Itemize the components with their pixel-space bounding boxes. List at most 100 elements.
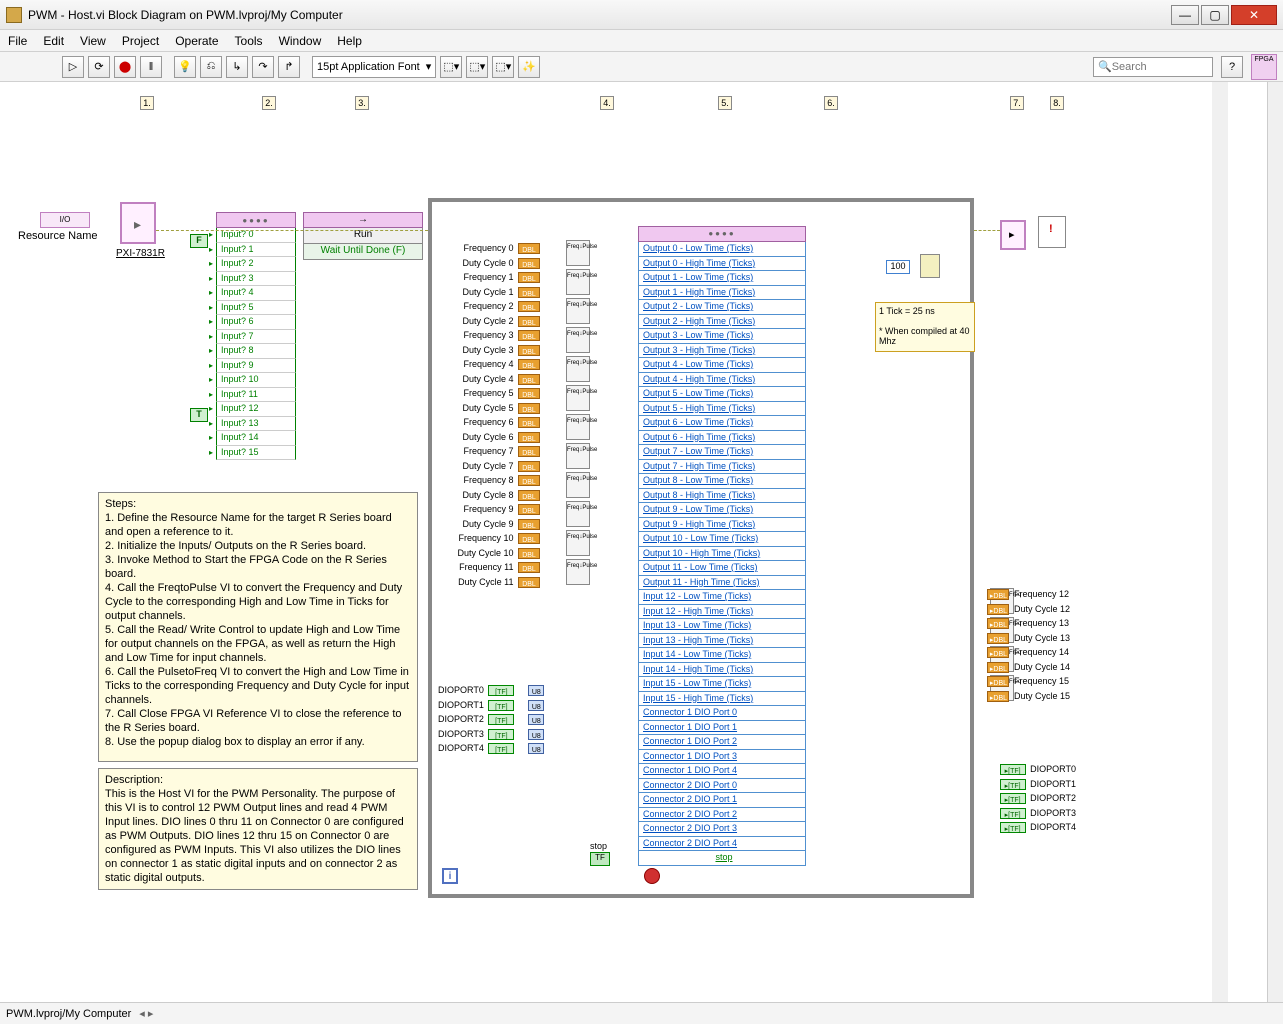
menu-project[interactable]: Project (122, 34, 159, 48)
freq-duty-control[interactable]: Frequency 0 DBL (440, 242, 540, 257)
menu-file[interactable]: File (8, 34, 27, 48)
freq-duty-indicators: ▸DBL Frequency 12▸DBL Duty Cycle 12▸DBL … (987, 588, 1070, 704)
menu-edit[interactable]: Edit (43, 34, 64, 48)
rw-control-row: Output 2 - Low Time (Ticks) (638, 300, 806, 315)
run-button[interactable]: ▷ (62, 56, 84, 78)
maximize-button[interactable]: ▢ (1201, 5, 1229, 25)
freq-duty-control[interactable]: Duty Cycle 6 DBL (440, 431, 540, 446)
close-fpga-ref-node[interactable] (1000, 220, 1026, 250)
wait-ms-constant[interactable]: 100 (886, 260, 910, 274)
open-fpga-ref-node[interactable] (120, 202, 156, 244)
freq-duty-control[interactable]: Frequency 8 DBL (440, 474, 540, 489)
error-handler-node[interactable] (1038, 216, 1066, 248)
menu-view[interactable]: View (80, 34, 106, 48)
align-button[interactable]: ⬚▾ (440, 56, 462, 78)
input-row: Input? 9 (216, 359, 296, 374)
help-button[interactable]: ? (1221, 56, 1243, 78)
stop-control[interactable]: stop TF (590, 841, 630, 866)
freq-to-pulse-vi[interactable]: Freq↓Pulse (566, 356, 590, 382)
freq-to-pulse-vi[interactable]: Freq↓Pulse (566, 385, 590, 411)
freq-duty-control[interactable]: Duty Cycle 7 DBL (440, 460, 540, 475)
block-diagram-canvas[interactable]: 1. 2. 3. 4. 5. 6. 7. 8. I/O Resource Nam… (0, 82, 1228, 1002)
freq-duty-control[interactable]: Duty Cycle 4 DBL (440, 373, 540, 388)
freq-duty-control[interactable]: Duty Cycle 1 DBL (440, 286, 540, 301)
pause-button[interactable]: ‖ (140, 56, 162, 78)
freq-to-pulse-vi[interactable]: Freq↓Pulse (566, 414, 590, 440)
freq-duty-control[interactable]: Frequency 1 DBL (440, 271, 540, 286)
freq-duty-control[interactable]: Frequency 4 DBL (440, 358, 540, 373)
freq-duty-control[interactable]: Duty Cycle 3 DBL (440, 344, 540, 359)
search-box[interactable]: 🔍 (1093, 57, 1213, 77)
close-button[interactable]: ✕ (1231, 5, 1277, 25)
menu-tools[interactable]: Tools (235, 34, 263, 48)
freq-duty-control[interactable]: Frequency 11 DBL (440, 561, 540, 576)
menu-help[interactable]: Help (337, 34, 362, 48)
freq-duty-control[interactable]: Duty Cycle 2 DBL (440, 315, 540, 330)
step-over-button[interactable]: ↷ (252, 56, 274, 78)
freq-duty-control[interactable]: Frequency 7 DBL (440, 445, 540, 460)
dioport-input[interactable]: DIOPORT3 [TF]U8 (438, 728, 544, 743)
abort-button[interactable]: ⬤ (114, 56, 136, 78)
freq-to-pulse-vi[interactable]: Freq↓Pulse (566, 327, 590, 353)
font-select[interactable]: 15pt Application Font ▾ (312, 56, 436, 78)
freq-duty-control[interactable]: Frequency 3 DBL (440, 329, 540, 344)
step-out-button[interactable]: ↱ (278, 56, 300, 78)
bool-false-constant[interactable]: F (190, 234, 208, 248)
bool-true-constant[interactable]: T (190, 408, 208, 422)
run-cont-button[interactable]: ⟳ (88, 56, 110, 78)
dioport-input[interactable]: DIOPORT4 [TF]U8 (438, 742, 544, 757)
rw-control-row: Connector 1 DIO Port 4 (638, 764, 806, 779)
rw-control-row: Output 0 - Low Time (Ticks) (638, 242, 806, 257)
highlight-button[interactable]: 💡 (174, 56, 196, 78)
freq-to-pulse-vi[interactable]: Freq↓Pulse (566, 472, 590, 498)
freq-duty-control[interactable]: Frequency 2 DBL (440, 300, 540, 315)
freq-duty-control[interactable]: Frequency 6 DBL (440, 416, 540, 431)
rw-control-row: Input 12 - Low Time (Ticks) (638, 590, 806, 605)
freq-duty-control[interactable]: Duty Cycle 11 DBL (440, 576, 540, 591)
freq-to-pulse-vi[interactable]: Freq↓Pulse (566, 501, 590, 527)
search-input[interactable] (1112, 61, 1202, 73)
freq-to-pulse-vi[interactable]: Freq↓Pulse (566, 240, 590, 266)
freq-duty-control[interactable]: Duty Cycle 0 DBL (440, 257, 540, 272)
rw-control-row: Connector 1 DIO Port 0 (638, 706, 806, 721)
vertical-scrollbar[interactable] (1267, 82, 1283, 1002)
init-inputs-node[interactable]: ●●●● Input? 0Input? 1Input? 2Input? 3Inp… (216, 212, 296, 460)
step-2: 2. (262, 96, 276, 110)
dioport-input[interactable]: DIOPORT1 [TF]U8 (438, 699, 544, 714)
step-into-button[interactable]: ↳ (226, 56, 248, 78)
freq-to-pulse-vi[interactable]: Freq↓Pulse (566, 530, 590, 556)
menu-window[interactable]: Window (279, 34, 322, 48)
resource-constant[interactable]: I/O (40, 212, 90, 228)
reorder-button[interactable]: ⬚▾ (492, 56, 514, 78)
freq-duty-control[interactable]: Duty Cycle 10 DBL (440, 547, 540, 562)
rw-control-row: Output 10 - Low Time (Ticks) (638, 532, 806, 547)
rw-control-row: Input 13 - Low Time (Ticks) (638, 619, 806, 634)
freq-duty-control[interactable]: Frequency 9 DBL (440, 503, 540, 518)
retain-button[interactable]: ⎌ (200, 56, 222, 78)
input-row: Input? 1 (216, 243, 296, 258)
rw-control-row: Output 11 - Low Time (Ticks) (638, 561, 806, 576)
dioport-input[interactable]: DIOPORT2 [TF]U8 (438, 713, 544, 728)
dioport-outputs: ▸[TF] DIOPORT0▸[TF] DIOPORT1▸[TF] DIOPOR… (1000, 756, 1076, 829)
dioport-inputs: DIOPORT0 [TF]U8DIOPORT1 [TF]U8DIOPORT2 [… (438, 684, 544, 757)
freq-duty-indicator: ▸DBL Duty Cycle 13 (987, 632, 1070, 647)
freq-duty-control[interactable]: Duty Cycle 9 DBL (440, 518, 540, 533)
invoke-method-node[interactable]: → Run Wait Until Done (F) (303, 212, 423, 264)
freq-duty-control[interactable]: Frequency 5 DBL (440, 387, 540, 402)
read-write-control-node[interactable]: ●●●● Output 0 - Low Time (Ticks)Output 0… (638, 226, 806, 866)
while-loop[interactable]: 100 1 Tick = 25 ns * When compiled at 40… (428, 198, 974, 898)
dioport-input[interactable]: DIOPORT0 [TF]U8 (438, 684, 544, 699)
freq-to-pulse-vi[interactable]: Freq↓Pulse (566, 298, 590, 324)
menu-operate[interactable]: Operate (175, 34, 218, 48)
freq-duty-control[interactable]: Duty Cycle 8 DBL (440, 489, 540, 504)
freq-duty-control[interactable]: Duty Cycle 5 DBL (440, 402, 540, 417)
freq-to-pulse-vi[interactable]: Freq↓Pulse (566, 559, 590, 585)
status-nav-icon[interactable]: ◂ ▸ (139, 1007, 153, 1020)
freq-to-pulse-vi[interactable]: Freq↓Pulse (566, 269, 590, 295)
freq-duty-control[interactable]: Frequency 10 DBL (440, 532, 540, 547)
distribute-button[interactable]: ⬚▾ (466, 56, 488, 78)
freq-to-pulse-vi[interactable]: Freq↓Pulse (566, 443, 590, 469)
cleanup-button[interactable]: ✨ (518, 56, 540, 78)
rw-control-row: Input 13 - High Time (Ticks) (638, 634, 806, 649)
minimize-button[interactable]: — (1171, 5, 1199, 25)
